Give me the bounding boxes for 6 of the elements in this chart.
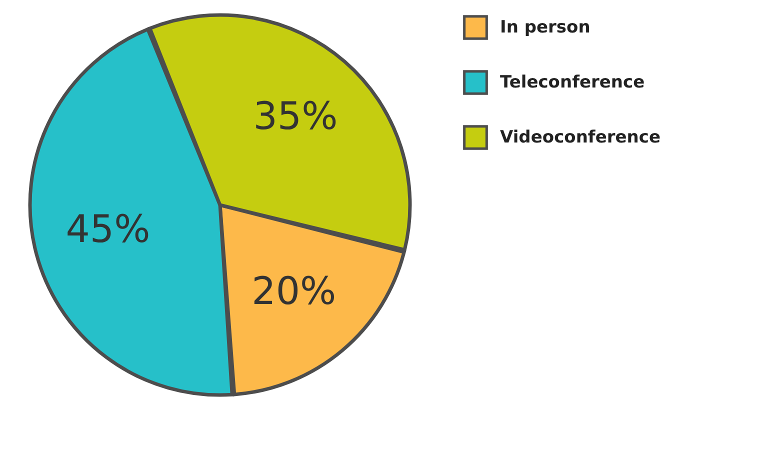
legend-label: In person: [500, 18, 590, 38]
data-label: 35%: [253, 94, 338, 138]
legend-label: Videoconference: [500, 128, 660, 148]
legend-label: Teleconference: [500, 72, 645, 92]
data-label: 20%: [252, 269, 336, 314]
data-label: 45%: [66, 206, 150, 251]
